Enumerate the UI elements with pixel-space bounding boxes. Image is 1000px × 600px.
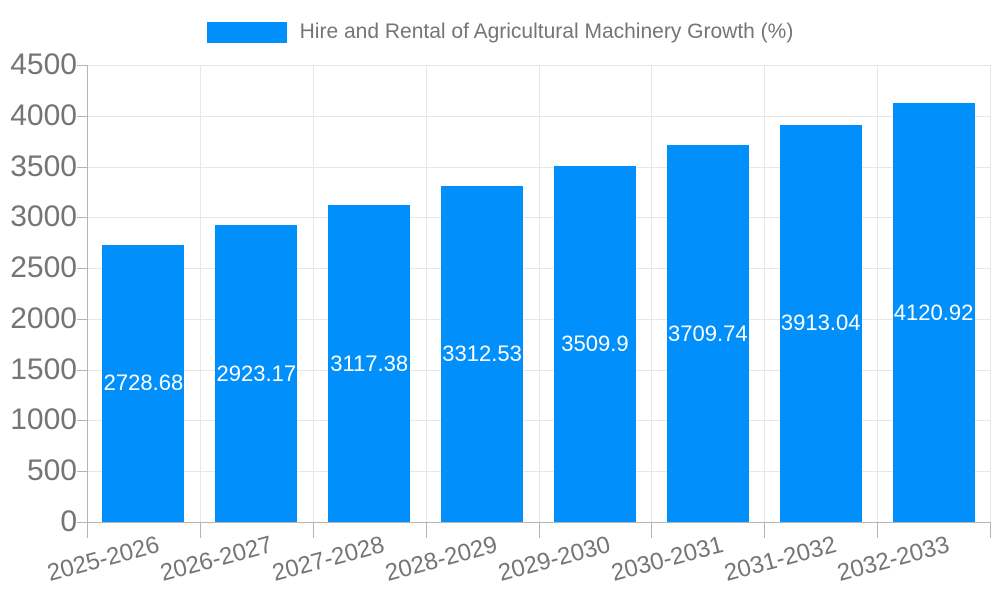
x-axis-tick — [538, 522, 540, 538]
horizontal-gridline — [87, 166, 990, 168]
x-tick-label: 2032-2033 — [834, 531, 953, 587]
bar-value-label: 3509.9 — [561, 330, 629, 356]
bar-2026-2027[interactable] — [215, 225, 298, 522]
x-tick-label: 2025-2026 — [44, 531, 162, 587]
y-axis-tick — [77, 217, 87, 219]
x-axis-tick — [651, 522, 653, 538]
bar-2025-2026[interactable] — [102, 244, 185, 522]
horizontal-gridline — [87, 369, 990, 371]
y-axis-tick — [77, 65, 87, 66]
y-axis-tick — [77, 420, 87, 422]
x-axis-tick — [764, 522, 766, 538]
horizontal-gridline — [87, 420, 990, 422]
y-tick-label: 4000 — [10, 98, 77, 132]
y-axis-tick — [77, 318, 87, 320]
bar-value-label: 3913.04 — [780, 310, 861, 336]
vertical-gridline — [425, 65, 427, 522]
bar-value-label: 3117.38 — [330, 350, 409, 376]
bar-2028-2029[interactable] — [441, 185, 524, 522]
x-axis-tick — [199, 522, 201, 538]
y-axis-tick — [77, 268, 87, 270]
x-tick-label: 2027-2028 — [269, 531, 388, 587]
y-tick-label: 2500 — [10, 251, 77, 285]
x-tick-label: 2030-2031 — [608, 531, 727, 587]
bar-value-label: 3709.74 — [668, 320, 748, 346]
y-axis-tick — [77, 115, 87, 117]
y-tick-label: 3500 — [10, 149, 77, 183]
vertical-gridline — [990, 65, 991, 522]
x-axis-tick — [87, 522, 88, 538]
vertical-gridline — [538, 65, 540, 522]
y-tick-label: 2000 — [10, 301, 77, 335]
y-axis-tick — [77, 522, 87, 523]
bar-value-label: 3312.53 — [442, 340, 522, 366]
legend-label: Hire and Rental of Agricultural Machiner… — [299, 20, 794, 44]
x-tick-label: 2028-2029 — [382, 531, 501, 587]
legend-swatch — [206, 21, 287, 43]
horizontal-gridline — [87, 65, 990, 66]
bar-2032-2033[interactable] — [892, 103, 975, 522]
horizontal-gridline — [87, 471, 990, 473]
bar-value-label: 4120.92 — [893, 299, 974, 325]
y-tick-label: 1500 — [10, 352, 77, 386]
x-tick-label: 2026-2027 — [156, 531, 275, 587]
horizontal-gridline — [87, 268, 990, 270]
y-axis-line — [87, 65, 88, 522]
vertical-gridline — [651, 65, 653, 522]
y-tick-label: 0 — [60, 505, 77, 538]
y-tick-label: 1000 — [10, 403, 77, 437]
bar-2029-2030[interactable] — [553, 165, 636, 522]
bar-2030-2031[interactable] — [666, 145, 749, 522]
y-axis-tick — [77, 471, 87, 473]
x-axis-tick — [312, 522, 314, 538]
horizontal-gridline — [87, 318, 990, 320]
y-axis-tick — [77, 166, 87, 168]
vertical-gridline — [312, 65, 314, 522]
y-axis-tick — [77, 369, 87, 371]
vertical-gridline — [199, 65, 201, 522]
x-axis-tick — [425, 522, 427, 538]
vertical-gridline — [764, 65, 766, 522]
bar-value-label: 2728.68 — [103, 370, 184, 396]
x-axis-tick — [877, 522, 879, 538]
y-tick-label: 3000 — [10, 200, 77, 234]
vertical-gridline — [877, 65, 879, 522]
y-tick-label: 500 — [26, 454, 77, 488]
x-tick-label: 2031-2032 — [721, 531, 840, 587]
legend[interactable]: Hire and Rental of Agricultural Machiner… — [0, 19, 1000, 45]
y-tick-label: 4500 — [10, 48, 77, 81]
x-axis-tick — [990, 522, 991, 538]
bar-2031-2032[interactable] — [779, 124, 862, 522]
horizontal-gridline — [87, 217, 990, 219]
bar-2027-2028[interactable] — [328, 205, 411, 522]
bar-value-label: 2923.17 — [216, 360, 297, 386]
horizontal-gridline — [87, 115, 990, 117]
x-tick-label: 2029-2030 — [495, 531, 614, 587]
